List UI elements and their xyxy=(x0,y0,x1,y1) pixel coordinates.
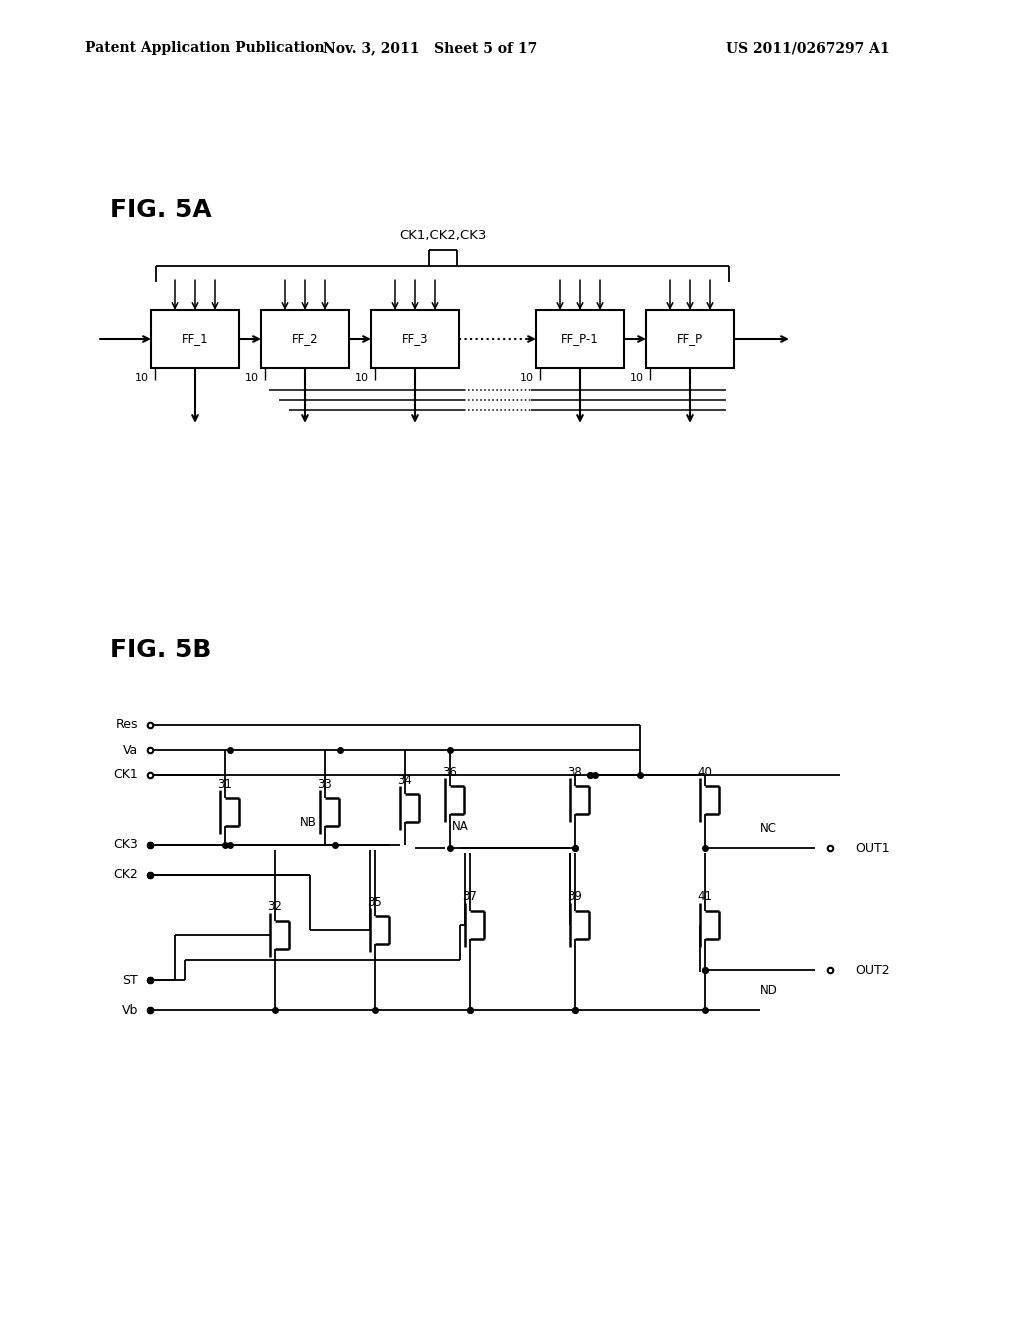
Bar xyxy=(371,310,459,368)
Text: Nov. 3, 2011   Sheet 5 of 17: Nov. 3, 2011 Sheet 5 of 17 xyxy=(323,41,538,55)
Text: ND: ND xyxy=(760,983,778,997)
Bar xyxy=(151,310,239,368)
Text: FF_3: FF_3 xyxy=(401,333,428,346)
Text: 37: 37 xyxy=(463,891,477,903)
Text: NB: NB xyxy=(300,817,316,829)
Text: Vb: Vb xyxy=(122,1003,138,1016)
Bar xyxy=(646,310,734,368)
Text: 31: 31 xyxy=(217,777,232,791)
Text: 35: 35 xyxy=(368,895,382,908)
Bar xyxy=(261,310,349,368)
Text: CK1,CK2,CK3: CK1,CK2,CK3 xyxy=(398,230,486,243)
Text: OUT1: OUT1 xyxy=(855,842,890,854)
Text: 40: 40 xyxy=(697,766,713,779)
Text: 10: 10 xyxy=(245,374,259,383)
Text: NC: NC xyxy=(760,821,777,834)
Text: FIG. 5A: FIG. 5A xyxy=(110,198,212,222)
Text: FF_1: FF_1 xyxy=(181,333,208,346)
Text: FF_2: FF_2 xyxy=(292,333,318,346)
Text: Res: Res xyxy=(116,718,138,731)
Text: 38: 38 xyxy=(567,766,583,779)
Text: 33: 33 xyxy=(317,777,333,791)
Text: 10: 10 xyxy=(355,374,369,383)
Text: 10: 10 xyxy=(520,374,534,383)
Text: ST: ST xyxy=(122,974,138,986)
Text: CK2: CK2 xyxy=(114,869,138,882)
Text: US 2011/0267297 A1: US 2011/0267297 A1 xyxy=(726,41,890,55)
Text: NA: NA xyxy=(452,820,468,833)
Text: Va: Va xyxy=(123,743,138,756)
Text: FF_P-1: FF_P-1 xyxy=(561,333,599,346)
Text: 34: 34 xyxy=(397,774,413,787)
Text: 32: 32 xyxy=(267,900,283,913)
Text: 36: 36 xyxy=(442,766,458,779)
Text: 10: 10 xyxy=(630,374,644,383)
Text: CK3: CK3 xyxy=(114,838,138,851)
Text: 41: 41 xyxy=(697,891,713,903)
Text: FF_P: FF_P xyxy=(677,333,703,346)
Text: CK1: CK1 xyxy=(114,768,138,781)
Text: Patent Application Publication: Patent Application Publication xyxy=(85,41,325,55)
Bar xyxy=(536,310,624,368)
Text: 39: 39 xyxy=(567,891,583,903)
Text: OUT2: OUT2 xyxy=(855,964,890,977)
Text: FIG. 5B: FIG. 5B xyxy=(110,638,211,663)
Text: 10: 10 xyxy=(135,374,150,383)
